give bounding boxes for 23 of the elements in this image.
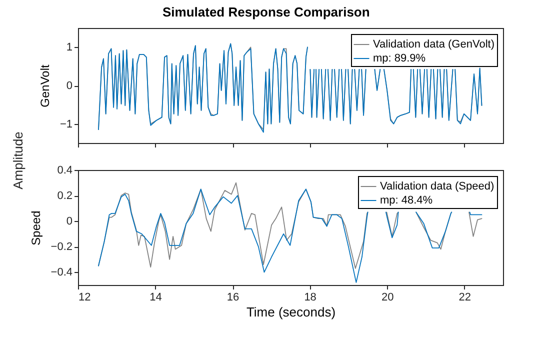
text: Amplitude	[10, 131, 26, 189]
y-tick-label: −1	[60, 118, 72, 130]
x-tick-label: 22	[458, 292, 471, 304]
legend-label: Validation data (GenVolt)	[373, 38, 494, 50]
y-tick-label: −0.2	[50, 241, 72, 254]
y-tick-label: 0	[66, 80, 72, 92]
legend-label: mp: 48.4%	[380, 194, 433, 206]
legend-label: Validation data (Speed)	[380, 180, 494, 192]
y-tick-label: 1	[66, 42, 72, 54]
chart-title: Simulated Response Comparison	[162, 4, 370, 20]
y-tick-label: 0.4	[57, 164, 72, 176]
y-tick-label: 0	[66, 216, 72, 228]
y-axis-title: Speed	[28, 210, 43, 246]
x-tick-label: 12	[78, 292, 91, 304]
x-tick-label: 18	[304, 292, 316, 304]
y-tick-label: 0.2	[57, 190, 72, 202]
x-tick-label: 20	[381, 292, 394, 304]
x-tick-label: 16	[226, 292, 240, 304]
y-axis-title: GenVolt	[38, 64, 52, 108]
legend-label: mp: 89.9%	[373, 52, 426, 64]
y-tick-label: −0.4	[50, 266, 72, 279]
x-tick-label: 14	[150, 292, 162, 304]
x-axis-title: Time (seconds)	[246, 304, 336, 320]
